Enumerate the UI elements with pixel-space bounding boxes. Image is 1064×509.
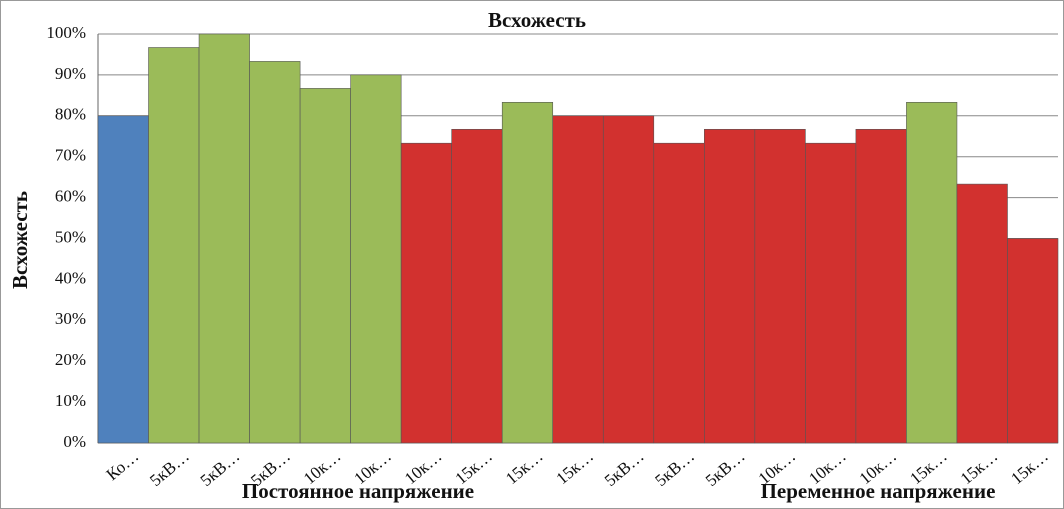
bar [805, 142, 857, 444]
y-tick-label: 40% [55, 268, 86, 287]
bar [97, 115, 149, 444]
y-tick-label: 50% [55, 227, 86, 246]
y-tick-label: 80% [55, 105, 86, 124]
y-tick-label: 20% [55, 350, 86, 369]
y-tick-label: 0% [63, 432, 86, 451]
y-axis-label: Всхожесть [8, 191, 32, 289]
y-tick-label: 90% [55, 64, 86, 83]
bar [906, 102, 958, 444]
y-tick-label: 10% [55, 391, 86, 410]
bar [350, 74, 402, 444]
y-tick-label: 70% [55, 146, 86, 165]
bar [1007, 238, 1059, 444]
bar [754, 128, 806, 444]
bar [299, 88, 351, 444]
y-tick-label: 60% [55, 187, 86, 206]
y-tick-label: 100% [46, 23, 86, 42]
bar [653, 142, 705, 444]
bar [451, 128, 503, 444]
bar [704, 128, 756, 444]
bar [198, 33, 250, 444]
bar [501, 102, 554, 444]
bar [602, 115, 655, 444]
bar [552, 115, 604, 444]
bar [400, 142, 452, 444]
y-tick-label: 30% [55, 309, 86, 328]
chart-title: Всхожесть [488, 8, 586, 32]
bar [855, 128, 907, 444]
bar [148, 47, 200, 444]
bar [956, 183, 1008, 444]
group-label: Постоянное напряжение [242, 479, 474, 503]
group-label: Переменное напряжение [761, 479, 996, 503]
bar [249, 61, 301, 444]
